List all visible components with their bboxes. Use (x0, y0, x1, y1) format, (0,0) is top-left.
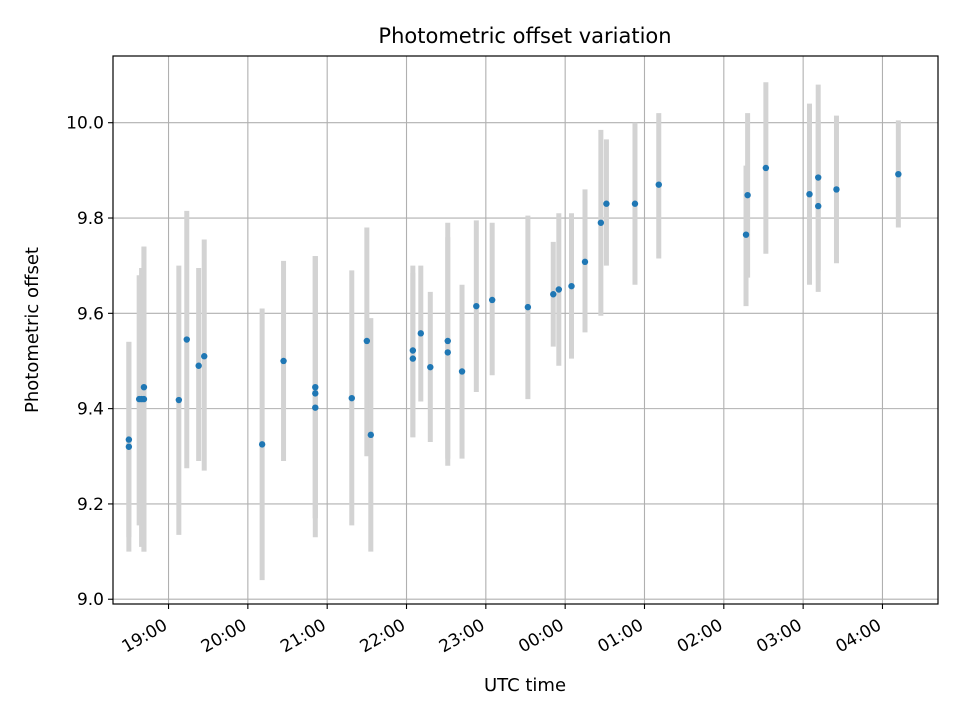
data-points (125, 164, 902, 450)
data-point (363, 337, 371, 345)
data-point (524, 303, 532, 311)
data-point (312, 383, 319, 391)
data-point (744, 191, 751, 199)
data-point (348, 394, 355, 402)
plot-area-frame (112, 55, 939, 605)
data-point (655, 181, 662, 188)
x-axis-label: UTC time (484, 675, 566, 696)
y-tick-label: 10.0 (66, 114, 104, 134)
data-point (631, 200, 639, 207)
data-point (568, 282, 575, 290)
data-point (815, 174, 822, 181)
data-point (597, 219, 605, 226)
data-point (444, 337, 451, 345)
data-point (427, 363, 434, 371)
data-point (258, 441, 266, 448)
data-point (806, 190, 813, 198)
data-point (444, 349, 451, 356)
data-point (140, 395, 148, 403)
data-point (175, 396, 183, 404)
data-point (473, 302, 480, 310)
y-axis-label: Photometric offset (22, 247, 43, 413)
data-point (555, 286, 563, 293)
data-point (458, 368, 466, 375)
data-point (195, 362, 202, 369)
y-tick-label: 9.4 (77, 400, 104, 420)
data-point (201, 353, 208, 360)
y-tick-label: 9.6 (77, 304, 104, 324)
data-point (312, 390, 319, 397)
y-axis-ticks: 9.0 9.2 9.4 9.6 9.8 10.0 (66, 114, 113, 610)
y-tick-label: 9.2 (77, 495, 104, 515)
data-point (125, 443, 133, 450)
data-point (125, 436, 133, 443)
data-point (762, 164, 770, 172)
data-point (140, 383, 148, 391)
data-point (833, 186, 840, 193)
data-point (550, 291, 557, 298)
data-point (417, 330, 424, 337)
data-point (367, 431, 375, 439)
y-tick-label: 9.8 (77, 209, 104, 229)
data-point (183, 336, 190, 343)
data-point (742, 231, 750, 238)
data-point (488, 296, 496, 304)
data-point (895, 170, 902, 178)
data-point (581, 258, 589, 266)
data-point (312, 404, 319, 411)
data-point (280, 357, 287, 365)
y-tick-label: 9.0 (77, 590, 104, 610)
data-point (409, 347, 417, 354)
data-point (603, 200, 610, 207)
data-point (815, 202, 822, 210)
chart-title: Photometric offset variation (378, 24, 671, 48)
data-point (409, 355, 417, 362)
